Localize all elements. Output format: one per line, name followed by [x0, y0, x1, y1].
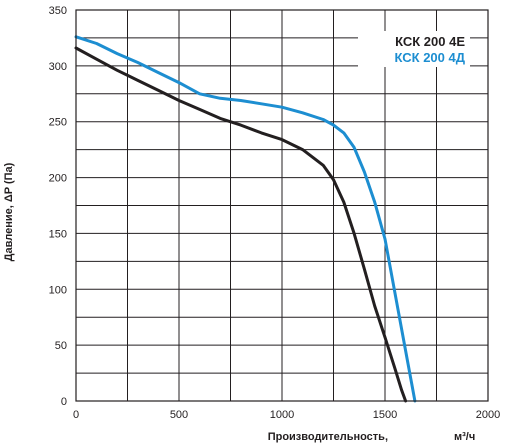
- plot-border: [75, 9, 489, 402]
- y-tick-label: 50: [55, 340, 67, 352]
- x-tick-label: 1000: [270, 409, 294, 421]
- y-tick-labels: 0 50 100 150 200 250 300 350: [49, 5, 67, 408]
- x-axis-title: Производительность,: [268, 431, 388, 443]
- x-tick-label: 500: [170, 409, 188, 421]
- y-tick-label: 150: [49, 228, 67, 240]
- y-tick-label: 100: [49, 284, 67, 296]
- series-lines: [74, 35, 417, 403]
- grid: [76, 10, 488, 401]
- x-axis-unit: м³/ч: [454, 431, 475, 443]
- series-line-1: [74, 46, 408, 403]
- y-tick-label: 350: [49, 5, 67, 17]
- y-tick-label: 0: [61, 396, 67, 408]
- legend-label-series-2: КСК 200 4Д: [395, 50, 466, 65]
- x-tick-label: 0: [73, 409, 79, 421]
- y-tick-label: 300: [49, 61, 67, 73]
- y-axis-title: Давление, ΔP (Па): [3, 162, 15, 261]
- x-tick-label: 2000: [476, 409, 500, 421]
- legend-label-series-1: КСК 200 4Е: [395, 34, 465, 49]
- series-line-2: [74, 35, 417, 403]
- x-tick-labels: 0 500 1000 1500 2000: [73, 409, 500, 421]
- y-tick-label: 250: [49, 117, 67, 129]
- plot-frame: [75, 9, 489, 402]
- legend: КСК 200 4Е КСК 200 4Д: [358, 31, 470, 67]
- y-tick-label: 200: [49, 173, 67, 185]
- x-tick-label: 1500: [373, 409, 397, 421]
- legend-box: [358, 31, 470, 67]
